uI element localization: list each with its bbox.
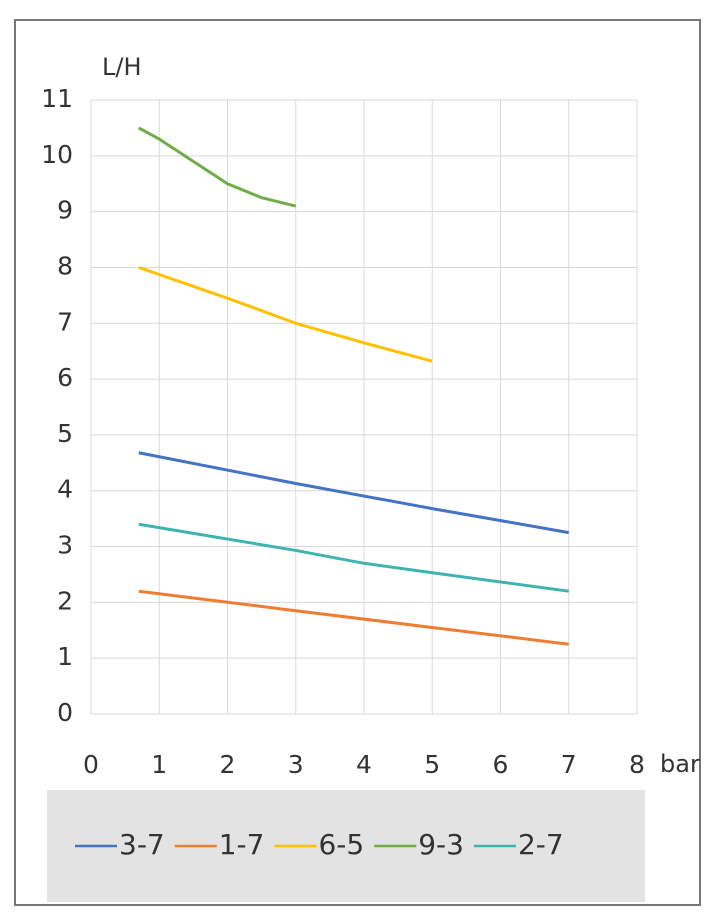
x-tick-label: 2 [220,750,236,779]
x-tick-label: 6 [493,750,509,779]
series-line [138,589,569,646]
y-axis-label: L/H [102,53,142,81]
y-tick-label: 11 [41,84,73,113]
x-tick-label: 3 [288,750,304,779]
x-tick-label: 1 [151,750,167,779]
legend-label: 1-7 [219,828,265,861]
y-tick-label: 7 [57,307,73,336]
x-tick-label: 8 [629,750,645,779]
legend-box [47,790,645,902]
y-tick-label: 0 [57,698,73,727]
series-line [138,451,570,535]
frame [14,19,701,906]
series-line [138,266,433,363]
y-tick-label: 4 [57,475,73,504]
legend-label: 3-7 [119,828,165,861]
y-tick-label: 3 [57,531,73,560]
x-axis-label: bar [660,750,700,778]
legend-label: 9-3 [418,828,464,861]
y-tick-label: 2 [57,586,73,615]
x-tick-label: 7 [561,750,577,779]
y-tick-label: 5 [57,419,73,448]
legend-label: 2-7 [518,828,564,861]
legend-label: 6-5 [318,828,364,861]
x-tick-label: 0 [83,750,99,779]
x-tick-label: 4 [356,750,372,779]
y-tick-label: 9 [57,196,73,225]
series-line [138,522,569,593]
series-line [138,126,297,208]
y-tick-label: 6 [57,363,73,392]
y-tick-label: 10 [41,140,73,169]
x-tick-label: 5 [424,750,440,779]
y-tick-label: 8 [57,251,73,280]
y-tick-label: 1 [57,642,73,671]
